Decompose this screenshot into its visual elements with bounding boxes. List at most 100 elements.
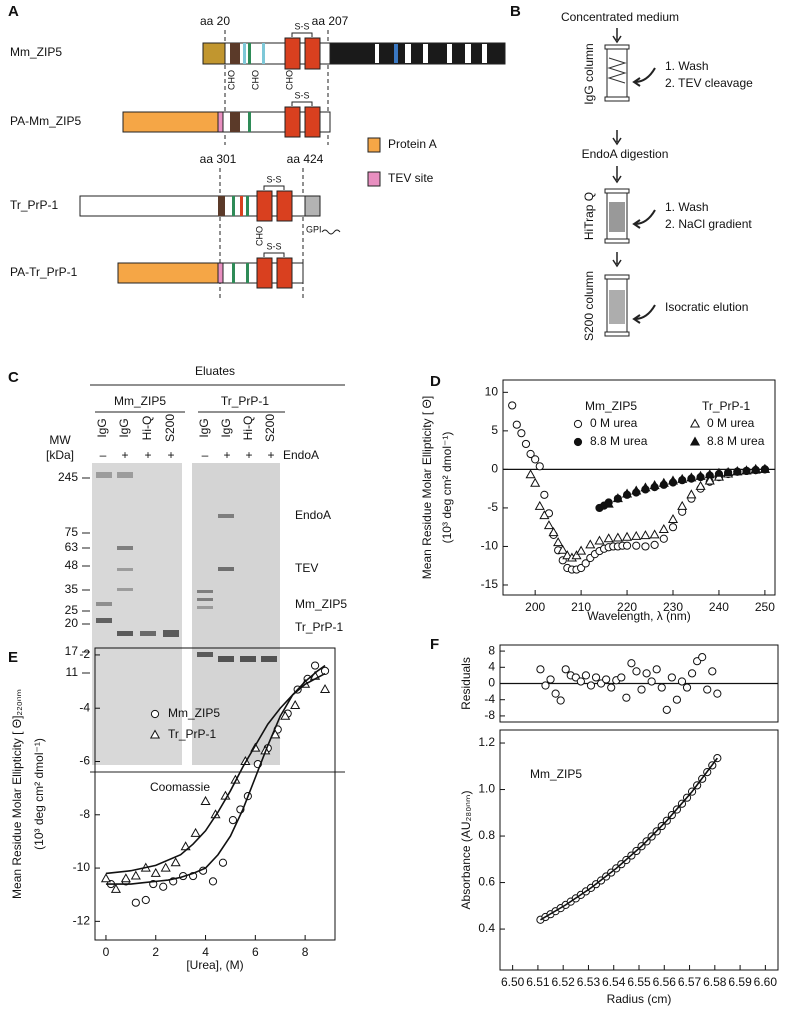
legend-label: Protein A <box>388 137 437 151</box>
panel-label: F <box>430 636 439 653</box>
x-tick-label: 6.53 <box>577 975 601 989</box>
y-tick-label: -10 <box>481 539 499 553</box>
point <box>631 530 642 540</box>
point <box>641 542 650 551</box>
stripe <box>243 43 246 64</box>
bracket <box>291 101 313 106</box>
group-label: Tr_PrP-1 <box>221 394 270 408</box>
band-label: Mm_ZIP5 <box>295 597 347 611</box>
y-tick-label: -15 <box>481 577 499 591</box>
arrow <box>612 130 622 146</box>
point <box>200 795 211 805</box>
mw-value: 63 <box>65 540 79 554</box>
x-tick-label: 200 <box>525 600 545 614</box>
point <box>540 490 549 499</box>
panel-label: E <box>8 649 18 666</box>
column-label: S200 column <box>582 271 596 341</box>
x-tick-label: 6.50 <box>501 975 525 989</box>
point <box>512 420 521 429</box>
point <box>521 439 531 449</box>
action: 2. TEV cleavage <box>665 76 753 90</box>
lane-label: Hi-Q <box>140 416 154 441</box>
point <box>607 683 616 692</box>
cys-domain <box>284 106 301 138</box>
arrow <box>612 166 622 184</box>
point <box>612 493 623 503</box>
plot-frame <box>499 644 779 723</box>
mw-value: 75 <box>65 525 79 539</box>
point <box>677 500 688 510</box>
point <box>658 523 669 533</box>
annotation: Mm_ZIP5 <box>530 767 582 781</box>
point <box>723 466 734 476</box>
legend-group: Tr_PrP-1 <box>702 399 751 413</box>
cys-domain <box>276 190 293 222</box>
stripe <box>248 112 251 132</box>
point <box>732 466 743 476</box>
point <box>240 755 251 765</box>
x-tick-label: 240 <box>709 600 729 614</box>
point <box>622 531 633 541</box>
y-tick-label: -8 <box>484 708 495 722</box>
point <box>320 666 330 676</box>
point <box>280 710 291 720</box>
point <box>100 873 112 883</box>
gel <box>92 463 182 765</box>
point <box>310 661 320 670</box>
panel-c: C Eluates Mm_ZIP5 Tr_PrP-1 MW [kDa] IgG–… <box>8 364 347 794</box>
resin <box>607 57 627 84</box>
bracket <box>263 185 285 190</box>
point <box>319 684 331 694</box>
x-tick-label: 230 <box>663 600 683 614</box>
chart: -2 -4 -6 -8 -10 -12 0 2 4 6 8 [Urea], (M) Mean Resid… <box>8 647 336 972</box>
point <box>539 510 550 520</box>
mw-value: 20 <box>65 616 79 630</box>
x-tick-label: 6.52 <box>552 975 576 989</box>
point <box>208 877 218 886</box>
cap <box>604 331 630 337</box>
mw-value: 11 <box>66 665 79 679</box>
point <box>667 513 679 523</box>
point <box>632 667 641 676</box>
fit-line <box>540 757 718 921</box>
arrow <box>612 252 622 268</box>
point <box>130 870 141 880</box>
action: 1. Wash <box>665 59 709 73</box>
point <box>548 527 559 537</box>
panel-label: B <box>510 3 521 20</box>
lane-label: Hi-Q <box>241 416 255 441</box>
curved-arrow <box>632 67 656 87</box>
action: Isocratic elution <box>665 300 748 314</box>
y-tick-label: -8 <box>79 807 90 821</box>
y-tick-label: 0.6 <box>478 875 495 889</box>
point <box>682 683 692 692</box>
point <box>695 480 706 490</box>
cys-domain <box>276 257 293 289</box>
point <box>759 463 770 473</box>
legend-label: Mm_ZIP5 <box>168 706 220 720</box>
glycan: CHO <box>226 70 236 90</box>
y-tick-label: 0 <box>491 462 498 476</box>
point <box>672 695 682 704</box>
plot-frame <box>499 729 779 971</box>
column-label: HiTrap Q <box>582 192 596 240</box>
point <box>659 534 668 543</box>
point <box>612 532 623 542</box>
chart: 10 5 0 -5 -10 -15 200 210 220 230 240 250 Wavelength… <box>420 373 776 623</box>
construct-label: PA-Mm_ZIP5 <box>10 114 81 128</box>
point <box>576 677 585 686</box>
legend-marker <box>573 419 583 429</box>
band-label: TEV <box>295 561 318 575</box>
legend-marker <box>689 436 701 446</box>
panel-label: A <box>8 3 19 20</box>
point <box>594 535 605 545</box>
plot-frame <box>502 379 776 596</box>
legend-label: 8.8 M urea <box>707 434 765 448</box>
position: aa 424 <box>287 152 324 166</box>
y-tick-label: -4 <box>79 700 90 714</box>
point <box>650 540 659 550</box>
step: EndoA digestion <box>582 147 669 161</box>
point <box>640 482 651 492</box>
stripe <box>394 44 398 63</box>
